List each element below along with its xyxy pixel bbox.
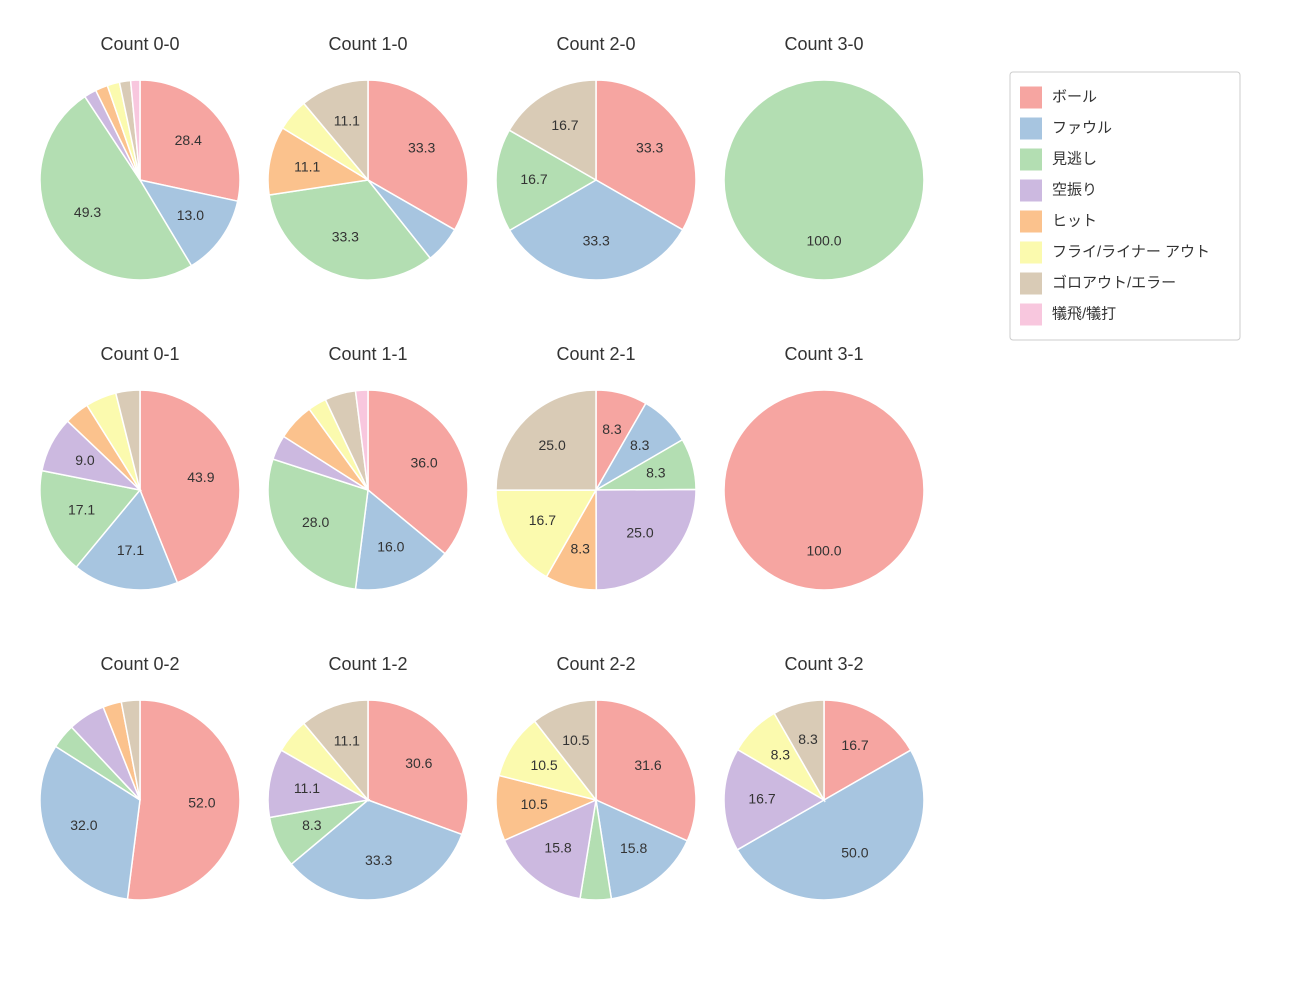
pie-title: Count 0-1 [100,344,179,364]
legend-label-foul: ファウル [1052,119,1112,136]
pie-label-flyout: 16.7 [529,512,556,528]
pie-chart: Count 3-0 100.0 [724,34,924,280]
legend-label-swing: 空振り [1052,181,1097,198]
pie-chart: Count 0-1 43.9 17.1 17.1 9.0 [40,344,240,590]
pie-chart: Count 0-2 52.0 32.0 [40,654,240,900]
pie-label-swing: 25.0 [626,524,653,540]
pie-title: Count 3-2 [784,654,863,674]
pie-label-hit: 8.3 [570,541,590,557]
legend-swatch-ball [1020,87,1042,109]
pie-slice-ball [724,390,924,590]
pie-label-ground: 25.0 [538,437,565,453]
pie-label-foul: 50.0 [841,844,868,860]
pie-label-look: 16.7 [520,171,547,187]
pie-label-ground: 8.3 [798,731,818,747]
pie-label-flyout: 10.5 [530,757,557,773]
pie-label-foul: 8.3 [630,437,650,453]
pie-label-foul: 32.0 [70,817,97,833]
pie-label-flyout: 8.3 [771,747,791,763]
pie-label-ball: 33.3 [636,140,663,156]
pie-label-look: 49.3 [74,204,101,220]
pie-label-foul: 13.0 [177,207,204,223]
pie-label-foul: 15.8 [620,840,647,856]
pie-label-look: 33.3 [332,228,359,244]
pie-label-foul: 33.3 [365,852,392,868]
pie-title: Count 2-0 [556,34,635,54]
pie-label-look: 100.0 [806,233,841,249]
pie-label-hit: 10.5 [521,796,548,812]
pie-chart: Count 2-1 8.3 8.3 8.3 25.0 8.3 16.7 25.0 [496,344,696,590]
legend-label-sac: 犠飛/犠打 [1052,305,1116,322]
legend: ボールファウル見逃し空振りヒットフライ/ライナー アウトゴロアウト/エラー犠飛/… [1010,72,1240,340]
pie-title: Count 1-2 [328,654,407,674]
pie-label-look: 17.1 [68,502,95,518]
pie-label-swing: 15.8 [544,840,571,856]
pie-label-ball: 36.0 [410,454,437,470]
pie-slice-look [724,80,924,280]
pie-label-swing: 11.1 [294,780,320,796]
pie-label-ball: 30.6 [405,755,432,771]
pie-label-ground: 10.5 [562,732,589,748]
legend-label-flyout: フライ/ライナー アウト [1052,243,1210,260]
legend-swatch-ground [1020,273,1042,295]
legend-label-look: 見逃し [1052,150,1097,167]
pie-label-foul: 16.0 [377,538,404,554]
legend-box [1010,72,1240,340]
pie-label-ball: 43.9 [187,469,214,485]
pie-label-look: 8.3 [302,817,322,833]
pie-chart: Count 2-2 31.6 15.8 15.8 10.5 10.5 10.5 [496,654,696,900]
pie-title: Count 0-2 [100,654,179,674]
pie-chart: Count 3-2 16.7 50.0 16.7 8.3 8.3 [724,654,924,900]
pie-label-ground: 11.1 [334,112,360,128]
pie-chart: Count 3-1 100.0 [724,344,924,590]
pie-label-foul: 17.1 [117,542,144,558]
pie-label-ball: 31.6 [634,757,661,773]
pie-label-swing: 16.7 [748,791,775,807]
pie-label-look: 8.3 [646,464,666,480]
legend-swatch-flyout [1020,242,1042,264]
pie-title: Count 2-1 [556,344,635,364]
legend-swatch-hit [1020,211,1042,233]
pie-label-ball: 28.4 [175,132,202,148]
pie-title: Count 1-0 [328,34,407,54]
pie-label-ball: 52.0 [188,795,215,811]
legend-label-ball: ボール [1052,88,1097,105]
pie-slice-ball [127,700,240,900]
legend-swatch-foul [1020,118,1042,140]
pie-title: Count 3-0 [784,34,863,54]
chart-grid: Count 0-0 28.4 13.0 49.3 Count 1-0 33.3 33.3 11… [0,0,1300,1000]
pie-label-ball: 100.0 [806,543,841,559]
pie-label-ground: 11.1 [334,732,360,748]
pie-label-hit: 11.1 [294,159,320,175]
legend-swatch-sac [1020,304,1042,326]
pie-label-ball: 33.3 [408,140,435,156]
svg-root: Count 0-0 28.4 13.0 49.3 Count 1-0 33.3 33.3 11… [0,0,1300,1000]
pie-chart: Count 0-0 28.4 13.0 49.3 [40,34,240,280]
legend-label-ground: ゴロアウト/エラー [1052,273,1176,291]
pie-label-ground: 16.7 [551,117,578,133]
pie-title: Count 3-1 [784,344,863,364]
legend-swatch-look [1020,149,1042,171]
legend-swatch-swing [1020,180,1042,202]
pie-label-ball: 16.7 [841,737,868,753]
pie-title: Count 1-1 [328,344,407,364]
pie-label-look: 28.0 [302,514,329,530]
pie-chart: Count 2-0 33.3 33.3 16.7 16.7 [496,34,696,280]
legend-label-hit: ヒット [1052,212,1097,229]
pie-label-foul: 33.3 [583,233,610,249]
pie-chart: Count 1-1 36.0 16.0 28.0 [268,344,468,590]
pie-chart: Count 1-0 33.3 33.3 11.1 11.1 [268,34,468,280]
pie-title: Count 2-2 [556,654,635,674]
pie-chart: Count 1-2 30.6 33.3 8.3 11.1 11.1 [268,654,468,900]
pie-title: Count 0-0 [100,34,179,54]
pie-label-ball: 8.3 [602,421,622,437]
pie-label-swing: 9.0 [75,452,95,468]
